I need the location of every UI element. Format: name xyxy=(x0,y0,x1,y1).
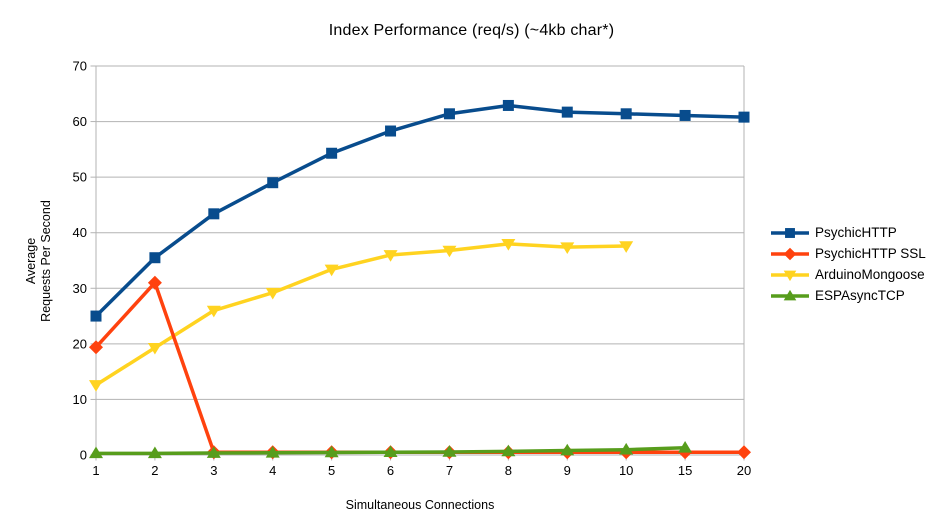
series-marker-psychichttp xyxy=(502,99,514,111)
series-marker-espasynctcp xyxy=(324,445,339,458)
series-marker-arduinomongoose xyxy=(383,250,398,262)
y-tick-label: 40 xyxy=(73,225,87,240)
y-tick-label: 70 xyxy=(73,59,87,74)
series-marker-psychichttp-ssl xyxy=(147,275,162,290)
legend-item-espasynctcp: ESPAsyncTCP xyxy=(770,285,926,306)
series-marker-arduinomongoose xyxy=(560,242,575,254)
series-marker-espasynctcp xyxy=(560,443,575,456)
series-line-arduinomongoose xyxy=(94,242,628,387)
y-tick-label: 10 xyxy=(73,392,87,407)
x-tick-label: 7 xyxy=(446,463,453,478)
x-tick-label: 8 xyxy=(505,463,512,478)
y-tick-label: 30 xyxy=(73,281,87,296)
series-marker-psychichttp xyxy=(679,109,691,121)
series-marker-psychichttp xyxy=(326,147,338,159)
x-tick-label: 2 xyxy=(151,463,158,478)
x-tick-label: 3 xyxy=(210,463,217,478)
x-tick-label: 4 xyxy=(269,463,276,478)
y-tick-label: 60 xyxy=(73,114,87,129)
series-marker-psychichttp-ssl xyxy=(89,340,103,355)
series-marker-arduinomongoose xyxy=(265,287,280,300)
legend-swatch-psychichttp xyxy=(771,227,809,238)
series-marker-espasynctcp xyxy=(383,445,398,458)
y-axis-title-line1: Average xyxy=(24,237,38,285)
legend: PsychicHTTP PsychicHTTP SSL ArduinoMongoos… xyxy=(770,222,926,306)
legend-item-arduinomongoose: ArduinoMongoose xyxy=(770,264,926,285)
series-marker-espasynctcp xyxy=(206,446,221,458)
series-marker-espasynctcp xyxy=(147,446,162,459)
series-marker-arduinomongoose xyxy=(89,380,103,392)
series-line-psychichttp-ssl xyxy=(94,280,746,454)
series-marker-espasynctcp xyxy=(619,442,634,455)
x-tick-label: 9 xyxy=(564,463,571,478)
legend-label-psychichttp: PsychicHTTP xyxy=(815,225,897,240)
legend-marker-psychichttp xyxy=(785,227,795,238)
legend-marker-arduinomongoose xyxy=(783,270,797,281)
series-marker-psychichttp xyxy=(620,108,632,120)
x-tick-label: 10 xyxy=(619,463,633,478)
series-marker-espasynctcp xyxy=(265,445,280,458)
series-marker-arduinomongoose xyxy=(206,305,221,318)
x-tick-label: 15 xyxy=(678,463,692,478)
y-axis-title: Average Requests Per Second xyxy=(24,111,56,411)
x-tick-label: 1 xyxy=(92,463,99,478)
series-marker-psychichttp-ssl xyxy=(737,445,751,460)
series-marker-arduinomongoose xyxy=(501,239,516,251)
x-tick-label: 6 xyxy=(387,463,394,478)
series-line-psychichttp xyxy=(94,103,746,318)
series-marker-espasynctcp xyxy=(501,444,516,457)
legend-label-arduinomongoose: ArduinoMongoose xyxy=(815,267,925,282)
series-marker-arduinomongoose xyxy=(147,342,162,355)
legend-label-psychichttp-ssl: PsychicHTTP SSL xyxy=(815,246,926,261)
y-axis-title-line2: Requests Per Second xyxy=(39,200,53,322)
series-marker-psychichttp xyxy=(738,111,750,123)
series-marker-arduinomongoose xyxy=(442,245,457,258)
y-tick-label: 50 xyxy=(73,170,87,185)
series-marker-psychichttp xyxy=(149,252,161,264)
legend-marker-psychichttp-ssl xyxy=(783,247,797,260)
x-tick-label: 20 xyxy=(737,463,751,478)
x-tick-label: 5 xyxy=(328,463,335,478)
legend-swatch-espasynctcp xyxy=(771,289,809,300)
legend-item-psychichttp-ssl: PsychicHTTP SSL xyxy=(770,243,926,264)
series-marker-arduinomongoose xyxy=(619,241,634,253)
series-marker-psychichttp xyxy=(208,208,220,220)
series-marker-espasynctcp xyxy=(89,446,103,459)
series-marker-espasynctcp xyxy=(442,445,457,457)
legend-swatch-arduinomongoose xyxy=(771,270,809,281)
series-marker-psychichttp xyxy=(267,177,279,189)
x-axis-title: Simultaneous Connections xyxy=(345,498,495,512)
series-marker-psychichttp xyxy=(561,106,573,118)
y-tick-label: 20 xyxy=(73,336,87,351)
legend-marker-espasynctcp xyxy=(783,289,797,300)
series-marker-psychichttp xyxy=(443,108,455,120)
series-marker-arduinomongoose xyxy=(324,264,339,277)
y-tick-label: 0 xyxy=(80,448,87,463)
series-marker-psychichttp xyxy=(385,125,397,137)
legend-label-espasynctcp: ESPAsyncTCP xyxy=(815,288,905,303)
series-marker-espasynctcp xyxy=(678,440,693,453)
chart-title: Index Performance (req/s) (~4kb char*) xyxy=(328,22,615,39)
legend-item-psychichttp: PsychicHTTP xyxy=(770,222,926,243)
series-marker-psychichttp xyxy=(90,310,102,322)
legend-swatch-psychichttp-ssl xyxy=(771,247,809,260)
